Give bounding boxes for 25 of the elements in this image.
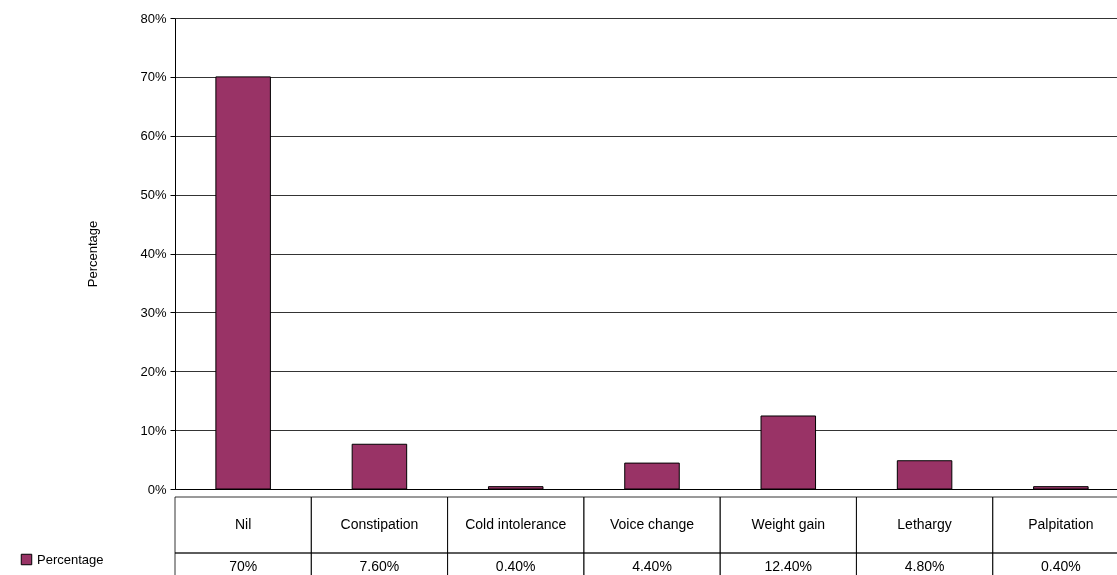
y-tick-label: 60% (140, 128, 167, 144)
data-label: 4.40% (632, 558, 672, 574)
data-label: 12.40% (764, 558, 813, 574)
data-label: 7.60% (359, 558, 400, 574)
x-tick-label: Nil (234, 516, 252, 532)
x-tick-label: Lethargy (897, 516, 952, 532)
y-tick-label: 0% (147, 481, 167, 497)
x-tick-label: Weight gain (751, 516, 826, 532)
x-tick-label: Voice change (609, 516, 695, 532)
y-tick-label: 20% (140, 363, 167, 379)
y-axis-title: Percentage (85, 220, 101, 288)
data-label: 0.40% (1041, 558, 1081, 574)
x-tick-label: Cold intolerance (465, 516, 567, 532)
y-tick-label: 10% (140, 422, 167, 438)
y-tick-label: 50% (140, 187, 167, 203)
legend-label: Percentage (37, 551, 104, 567)
x-tick-label: Constipation (340, 516, 419, 532)
y-tick-label: 70% (140, 69, 167, 85)
data-label: 70% (229, 558, 258, 574)
data-label: 0.40% (495, 558, 536, 574)
x-tick-label: Palpitation (1028, 516, 1094, 532)
y-tick-label: 40% (140, 246, 167, 261)
data-label: 4.80% (904, 558, 945, 574)
y-tick-label: 30% (140, 304, 167, 320)
y-tick-label: 80% (140, 10, 167, 26)
